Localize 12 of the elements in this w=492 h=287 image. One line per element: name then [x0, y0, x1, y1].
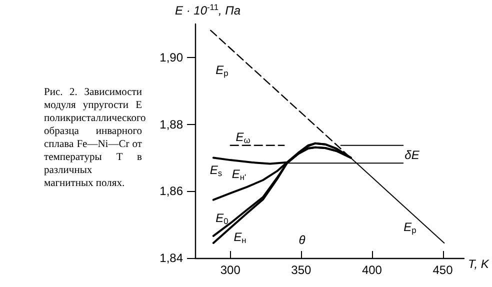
x-tick-label: 300 — [220, 263, 241, 277]
y-tick-label: 1,86 — [160, 184, 184, 198]
annotation: θ — [298, 233, 306, 247]
y-tick-label: 1,84 — [160, 251, 184, 265]
x-tick-label: 450 — [432, 263, 454, 277]
text: Рис. 2. Зависимости модуля упругости E поликристаллического образца инварного сплава Fe—Ni—Cr от температуры T в различных магнитных полях. — [44, 86, 146, 190]
y-tick-label: 1,90 — [160, 50, 184, 64]
annotation: δE — [404, 148, 420, 162]
x-axis-title: T, K — [468, 257, 490, 271]
x-tick-label: 400 — [362, 263, 382, 277]
y-tick-label: 1,88 — [160, 117, 184, 132]
x-tick-label: 350 — [291, 263, 312, 277]
